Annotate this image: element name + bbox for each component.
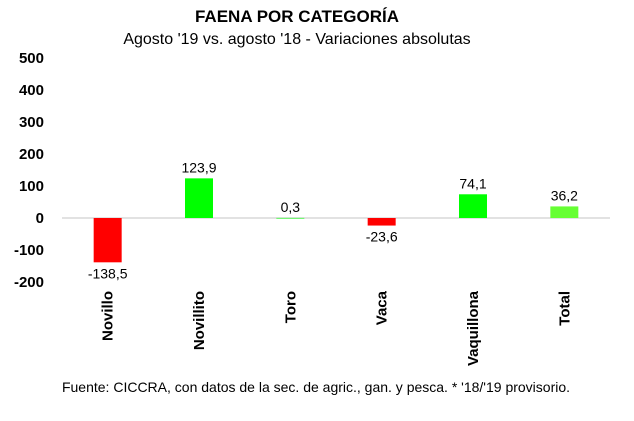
y-tick-label: 100 — [19, 178, 44, 195]
bars — [93, 178, 579, 263]
category-label: Total — [556, 291, 573, 326]
y-tick-label: -100 — [14, 242, 44, 259]
chart-subtitle: Agosto '19 vs. agosto '18 - Variaciones … — [123, 31, 470, 48]
bar-toro — [276, 217, 305, 219]
y-tick-label: -200 — [14, 274, 44, 291]
data-label: 36,2 — [551, 187, 578, 203]
y-tick-label: 0 — [36, 210, 44, 227]
y-axis-ticks: -200 -100 0 100 200 300 400 500 — [14, 50, 44, 291]
data-label: 74,1 — [459, 175, 486, 191]
y-tick-label: 500 — [19, 50, 44, 67]
category-label: Toro — [282, 291, 299, 323]
data-label: 0,3 — [281, 199, 301, 215]
data-label: -23,6 — [366, 229, 398, 245]
bar-total — [550, 206, 579, 218]
category-label: Vaquillona — [465, 290, 482, 366]
y-tick-label: 300 — [19, 114, 44, 131]
y-tick-label: 200 — [19, 146, 44, 163]
category-labels: Novillo Novillito Toro Vaca Vaquillona Total — [100, 290, 574, 366]
bar-novillito — [185, 178, 213, 218]
bar-vaca — [367, 218, 396, 226]
data-label: -138,5 — [88, 265, 128, 281]
source-note: Fuente: CICCRA, con datos de la sec. de … — [62, 379, 570, 395]
category-label: Vaca — [374, 290, 391, 325]
category-label: Novillo — [100, 291, 117, 341]
bar-novillo — [93, 218, 122, 263]
y-tick-label: 400 — [19, 82, 44, 99]
category-label: Novillito — [191, 291, 208, 350]
chart-title: FAENA POR CATEGORÍA — [195, 7, 399, 26]
data-label: 123,9 — [181, 159, 216, 175]
data-labels: -138,5 123,9 0,3 -23,6 74,1 36,2 — [88, 159, 578, 281]
bar-vaquillona — [459, 194, 487, 218]
